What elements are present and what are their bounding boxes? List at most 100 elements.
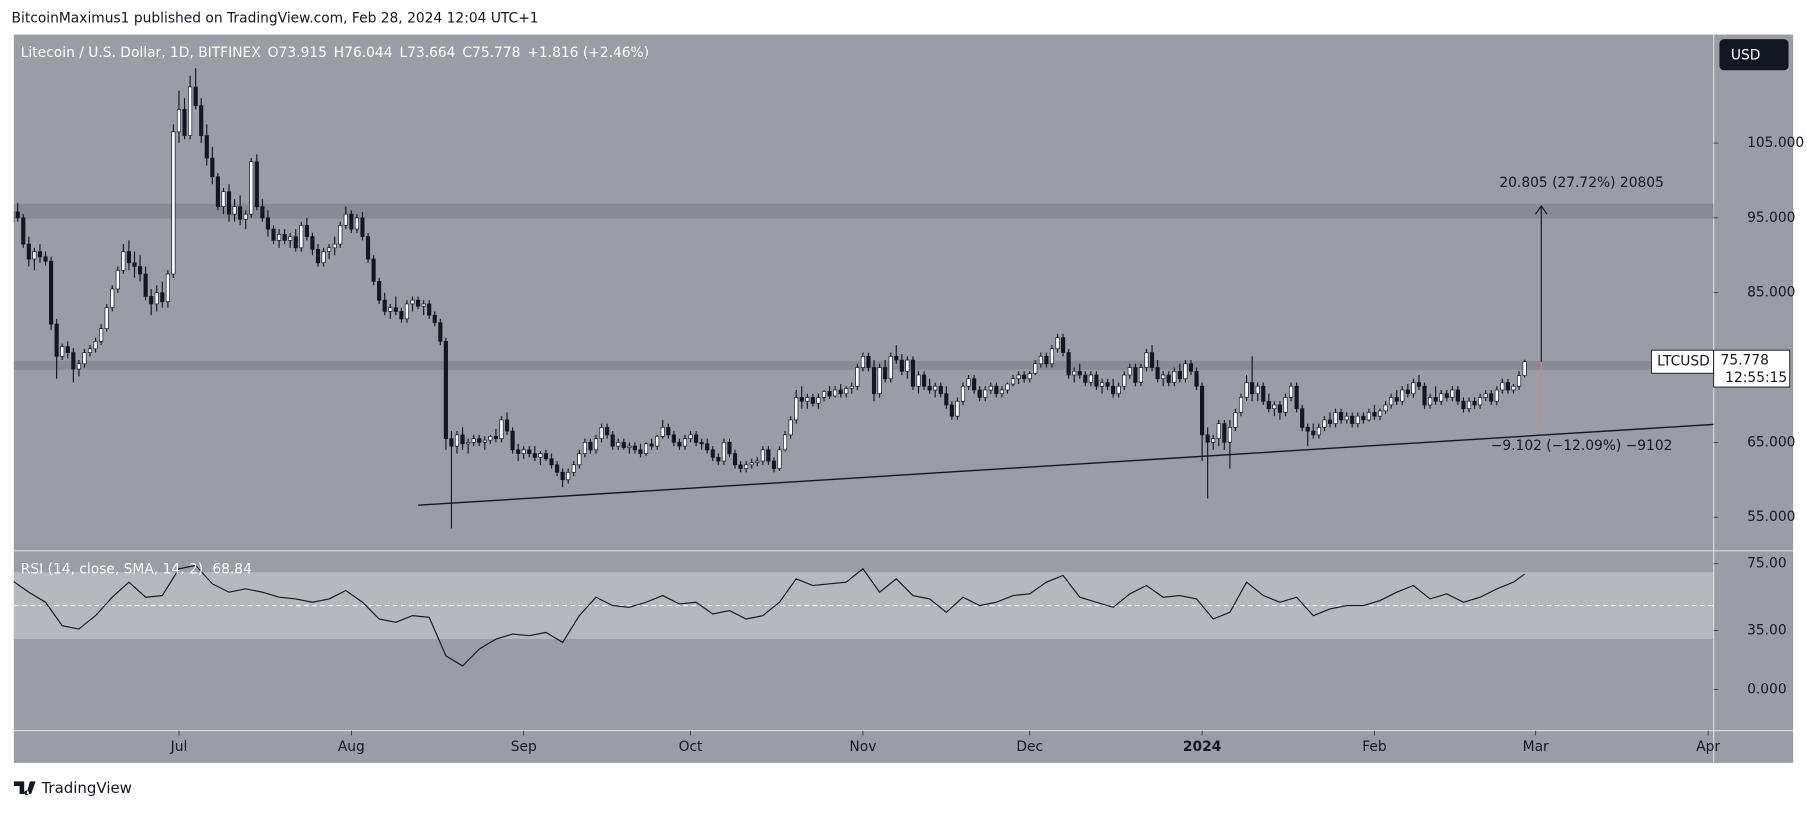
low-value: 73.664 [407,45,456,61]
measure-label: −9.102 (−12.09%) −9102 [1491,438,1673,454]
candle-body [1027,373,1032,380]
candle-body [610,434,615,447]
candle-body [99,328,104,342]
candle-body [744,464,749,469]
candle-body [1038,355,1043,365]
candle-body [193,86,198,107]
candle-body [871,367,877,395]
candle-body [555,464,560,473]
candle-body [694,434,699,443]
candle-body [1266,400,1271,410]
candle-body [788,419,793,436]
high-value: 76.044 [344,45,393,61]
open-value: 73.915 [279,45,327,61]
candle-body [1200,385,1205,436]
candle-body [560,471,565,481]
candle-body [1172,370,1177,383]
candle-body [293,236,298,249]
candle-body [571,464,576,473]
candle-body [1166,374,1171,383]
candle-body [933,385,938,391]
x-tick-label: Dec [1016,739,1043,755]
candle-body [599,427,604,439]
candle-body [1366,412,1371,421]
x-tick-label: Sep [511,739,537,755]
candle-body [160,292,165,303]
candle-body [1133,367,1138,383]
candle-body [1361,415,1366,421]
candle-body [688,434,693,439]
candle-body [582,442,587,454]
candle-body [883,367,888,380]
candle-body [782,434,788,451]
candle-body [593,438,599,451]
candle-body [87,348,93,353]
candle-body [860,355,865,368]
x-tick-label: Oct [679,739,703,755]
x-tick-label: Feb [1362,739,1387,755]
candle-body [1355,415,1360,425]
candle-body [204,135,209,159]
y-tick-label: 95.000 [1747,210,1795,226]
candle-body [121,251,126,271]
currency-button-bg[interactable] [1719,39,1789,71]
candle-body [1099,382,1105,387]
candle-body [49,260,54,325]
candle-body [527,449,532,454]
candle-body [1489,393,1494,402]
candle-body [360,217,365,237]
candle-body [54,323,59,357]
candle-body [1277,404,1283,413]
candle-body [972,378,977,391]
price-tag [1713,349,1791,388]
candle-body [1283,397,1288,413]
candle-body [1466,400,1472,410]
candle-body [671,434,676,443]
candle-body [1033,363,1038,374]
candle-body [171,131,176,275]
candle-body [710,449,715,458]
candle-body [916,374,921,387]
y-tick-label: 0.000 [1747,681,1787,697]
candle-body [643,443,649,454]
candle-body [226,191,232,215]
candle-body [1183,363,1188,380]
candle-body [966,378,971,387]
candle-body [1144,352,1149,368]
candle-body [271,228,276,241]
candle-body [1394,397,1399,402]
candle-body [899,359,904,372]
candle-body [1205,434,1210,443]
candle-body [504,419,510,432]
candle-body [260,206,265,219]
candle-body [1383,404,1388,412]
candle-body [510,430,515,451]
x-tick-label: 2024 [1183,739,1221,755]
candle-body [738,464,743,469]
candle-body [1111,385,1116,395]
candle-body [1244,382,1249,398]
currency-label[interactable]: USD [1731,47,1761,63]
candle-body [755,460,760,463]
candle-body [60,346,65,357]
candle-body [588,442,593,451]
candle-body [866,355,871,368]
candle-body [143,273,148,297]
candle-body [1216,423,1221,439]
candle-body [443,341,448,439]
candle-body [549,458,554,466]
currency-button[interactable]: USD [1719,39,1789,71]
candle-body [1055,337,1060,350]
rsi-title: RSI (14, close, SMA, 14, 2) [21,561,203,577]
candle-body [432,314,437,323]
ohlc-key: H [334,45,344,61]
candle-body [1116,385,1121,395]
candle-body [638,449,643,454]
candle-body [126,251,132,264]
candle-body [343,213,348,226]
price-tag-countdown: 12:55:15 [1725,370,1787,386]
candle-body [282,234,287,241]
candle-body [766,449,771,462]
resistance-band [13,203,1714,219]
candle-body [43,256,48,262]
